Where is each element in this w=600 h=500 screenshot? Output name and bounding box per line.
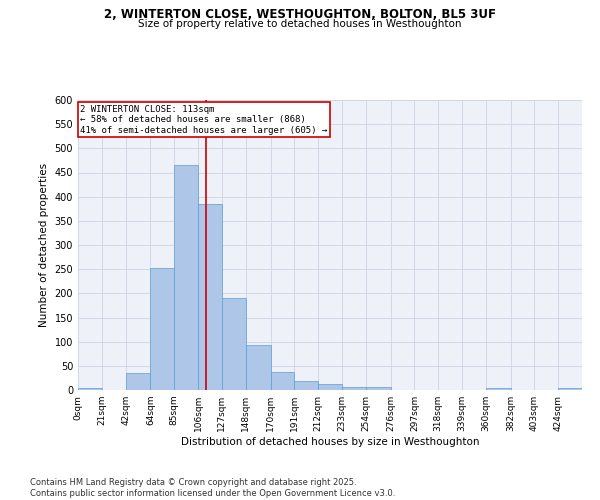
Y-axis label: Number of detached properties: Number of detached properties — [39, 163, 49, 327]
Text: Contains HM Land Registry data © Crown copyright and database right 2025.
Contai: Contains HM Land Registry data © Crown c… — [30, 478, 395, 498]
Text: Size of property relative to detached houses in Westhoughton: Size of property relative to detached ho… — [138, 19, 462, 29]
Bar — [78, 388, 102, 390]
Bar — [365, 386, 391, 390]
Bar — [342, 387, 365, 390]
Bar — [486, 388, 511, 390]
Bar — [174, 165, 198, 390]
Bar — [245, 345, 271, 390]
Bar — [295, 382, 318, 390]
Bar — [558, 388, 582, 390]
Text: 2, WINTERTON CLOSE, WESTHOUGHTON, BOLTON, BL5 3UF: 2, WINTERTON CLOSE, WESTHOUGHTON, BOLTON… — [104, 8, 496, 20]
Bar — [318, 384, 342, 390]
X-axis label: Distribution of detached houses by size in Westhoughton: Distribution of detached houses by size … — [181, 437, 479, 447]
Bar — [125, 372, 151, 390]
Text: 2 WINTERTON CLOSE: 113sqm
← 58% of detached houses are smaller (868)
41% of semi: 2 WINTERTON CLOSE: 113sqm ← 58% of detac… — [80, 105, 328, 134]
Bar — [271, 372, 295, 390]
Bar — [151, 268, 174, 390]
Bar — [222, 298, 245, 390]
Bar — [198, 204, 222, 390]
